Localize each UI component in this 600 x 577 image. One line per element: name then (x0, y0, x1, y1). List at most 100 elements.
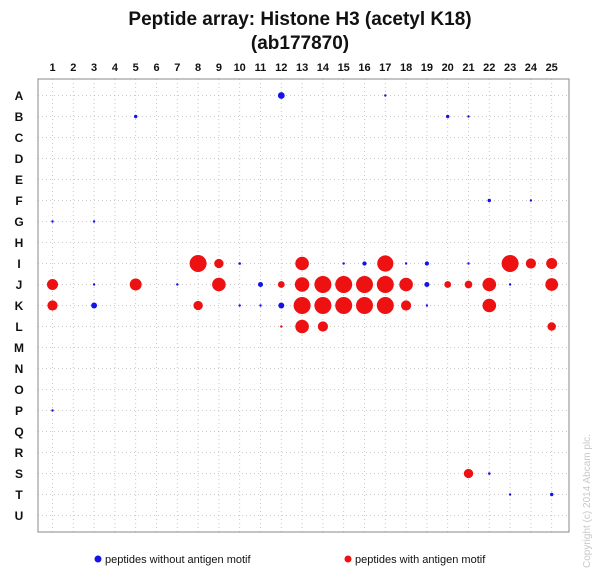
spot-with-motif-I25 (546, 257, 558, 270)
spot-without-motif-J23 (508, 283, 512, 286)
spot-with-motif-J1 (46, 278, 59, 291)
spot-with-motif-L12 (280, 325, 283, 328)
spot-without-motif-K12 (278, 302, 285, 309)
spot-with-motif-K18 (401, 300, 412, 311)
column-tick-25: 25 (546, 62, 558, 74)
legend-marker-with-motif (344, 555, 352, 563)
spot-with-motif-I23 (501, 255, 519, 272)
column-tick-5: 5 (133, 62, 139, 74)
spot-with-motif-I8 (189, 255, 207, 272)
column-tick-10: 10 (234, 62, 246, 74)
row-tick-J: J (16, 278, 23, 292)
spot-with-motif-I24 (525, 258, 537, 269)
spot-without-motif-G1 (51, 220, 54, 223)
spot-without-motif-S22 (488, 472, 491, 475)
spot-without-motif-F22 (487, 198, 491, 203)
column-tick-24: 24 (525, 62, 538, 74)
spot-without-motif-B5 (134, 114, 138, 119)
spot-with-motif-K22 (482, 298, 497, 313)
spot-with-motif-K17 (376, 297, 394, 314)
column-tick-11: 11 (255, 62, 267, 74)
column-tick-21: 21 (462, 62, 474, 74)
spot-with-motif-I13 (295, 256, 309, 271)
spot-without-motif-J3 (92, 283, 96, 286)
row-tick-K: K (15, 299, 24, 313)
spot-with-motif-L25 (547, 322, 556, 331)
row-tick-U: U (15, 509, 24, 523)
row-tick-Q: Q (14, 425, 23, 439)
spot-without-motif-I18 (404, 262, 408, 265)
spot-with-motif-J22 (482, 277, 497, 292)
spot-with-motif-K13 (293, 297, 311, 314)
row-tick-A: A (15, 89, 24, 103)
column-tick-6: 6 (153, 62, 159, 74)
column-tick-7: 7 (174, 62, 180, 74)
spot-without-motif-F24 (529, 199, 533, 202)
grid-layer (38, 79, 569, 532)
column-tick-19: 19 (421, 62, 433, 74)
row-tick-I: I (17, 257, 20, 271)
spot-with-motif-J9 (212, 277, 226, 292)
spot-without-motif-J11 (257, 281, 264, 288)
column-tick-20: 20 (442, 62, 454, 74)
row-tick-R: R (15, 446, 24, 460)
spot-with-motif-J18 (399, 277, 413, 292)
data-points (46, 92, 559, 497)
row-tick-G: G (14, 215, 23, 229)
legend-marker-without-motif (94, 555, 102, 563)
column-tick-labels: 1 2 3 4 5 6 7 8 9 10 11 12 13 14 15 16 17 18 19 20 21 22 23 24 2… (49, 62, 557, 74)
spot-with-motif-J15 (335, 276, 353, 293)
column-tick-15: 15 (338, 62, 350, 74)
row-tick-T: T (15, 488, 23, 502)
row-tick-L: L (15, 320, 22, 334)
spot-with-motif-I9 (214, 258, 224, 269)
plot-frame (37, 78, 570, 533)
spot-without-motif-A12 (277, 92, 285, 99)
spot-without-motif-K3 (91, 302, 98, 309)
row-tick-M: M (14, 341, 24, 355)
spot-without-motif-K19 (425, 304, 429, 307)
spot-without-motif-J19 (424, 281, 430, 288)
row-tick-D: D (15, 152, 24, 166)
spot-with-motif-J20 (444, 281, 452, 288)
legend-label-without-motif: peptides without antigen motif (105, 554, 251, 566)
row-tick-H: H (15, 236, 24, 250)
spot-with-motif-I17 (377, 255, 394, 272)
spot-with-motif-K8 (193, 300, 203, 311)
spot-without-motif-J7 (176, 283, 179, 286)
chart-title-line2: (ab177870) (251, 33, 349, 54)
spot-with-motif-J21 (464, 280, 473, 289)
column-tick-8: 8 (195, 62, 201, 74)
copyright-notice: Copyright (c) 2014 Abcam plc. (582, 434, 593, 568)
column-tick-23: 23 (504, 62, 516, 74)
spot-with-motif-J16 (356, 276, 373, 293)
spot-without-motif-T25 (550, 492, 554, 497)
row-tick-F: F (15, 194, 22, 208)
column-tick-3: 3 (91, 62, 97, 74)
spot-without-motif-A17 (384, 94, 387, 97)
spot-with-motif-L13 (295, 319, 309, 334)
spot-without-motif-I10 (238, 262, 241, 265)
spot-with-motif-J13 (294, 277, 310, 292)
spot-with-motif-J25 (545, 278, 559, 291)
row-tick-O: O (14, 383, 23, 397)
row-tick-C: C (15, 131, 24, 145)
spot-with-motif-S21 (463, 468, 474, 479)
column-tick-16: 16 (358, 62, 370, 74)
spot-with-motif-K15 (335, 297, 353, 314)
spot-without-motif-B21 (467, 115, 470, 118)
spot-with-motif-J5 (129, 278, 142, 291)
column-tick-2: 2 (70, 62, 76, 74)
spot-without-motif-I19 (424, 261, 430, 266)
spot-without-motif-I15 (342, 262, 345, 265)
column-tick-1: 1 (49, 62, 55, 74)
spot-without-motif-I21 (467, 262, 470, 265)
spot-without-motif-K10 (238, 304, 241, 307)
spot-without-motif-P1 (51, 409, 54, 412)
row-tick-P: P (15, 404, 23, 418)
spot-without-motif-B20 (446, 114, 450, 119)
spot-with-motif-J12 (277, 281, 285, 288)
column-tick-22: 22 (483, 62, 495, 74)
